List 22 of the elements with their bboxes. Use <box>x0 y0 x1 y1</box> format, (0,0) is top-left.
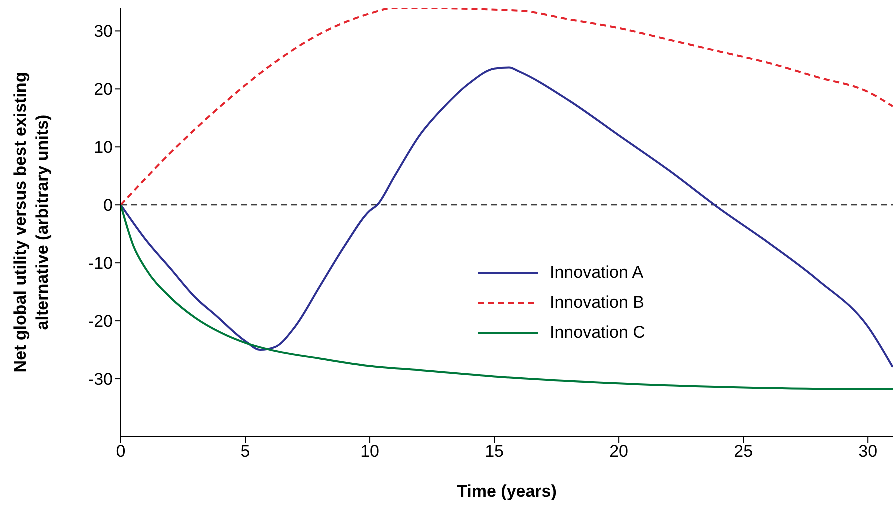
x-tick-label: 25 <box>734 442 754 462</box>
y-tick-label: 0 <box>104 196 113 216</box>
x-tick-label: 20 <box>610 442 629 462</box>
y-axis-title: Net global utility versus best existing alternative (arbitrary units) <box>11 72 52 373</box>
x-tick-label: 30 <box>858 442 878 462</box>
x-tick-label: 15 <box>485 442 504 462</box>
line-series <box>121 8 893 206</box>
x-tick-label: 5 <box>240 442 250 462</box>
y-tick-label: -30 <box>88 370 113 390</box>
y-tick-label: -20 <box>88 312 113 332</box>
x-tick-label: 10 <box>360 442 380 462</box>
y-tick-label: 30 <box>94 22 113 42</box>
x-axis-title: Time (years) <box>457 482 557 501</box>
legend-label: Innovation C <box>550 323 646 343</box>
y-tick-label: 20 <box>94 80 113 100</box>
line-series <box>121 204 893 390</box>
line-series <box>121 66 893 368</box>
y-tick-label: 10 <box>94 138 113 158</box>
legend-label: Innovation A <box>550 263 644 283</box>
legend-label: Innovation B <box>550 293 645 313</box>
x-tick-label: 0 <box>116 442 126 462</box>
y-tick-label: -10 <box>88 254 113 274</box>
